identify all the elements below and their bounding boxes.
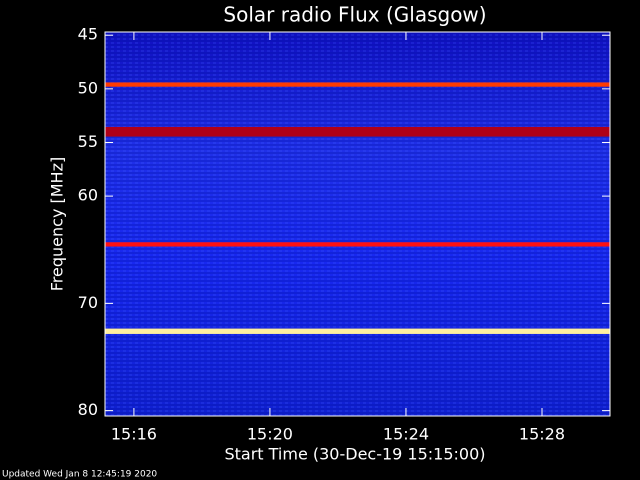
x-tick-label: 15:28	[519, 425, 565, 444]
y-axis-label: Frequency [MHz]	[48, 157, 67, 291]
frequency-band	[105, 242, 610, 247]
y-tick-label: 55	[78, 132, 98, 151]
footer: Updated Wed Jan 8 12:45:19 2020	[2, 470, 157, 480]
y-tick-label: 80	[78, 400, 98, 419]
x-axis-label: Start Time (30-Dec-19 15:15:00)	[224, 445, 485, 464]
y-tick-label: 60	[78, 186, 98, 205]
y-tick-label: 50	[78, 78, 98, 97]
chart-title: Solar radio Flux (Glasgow)	[223, 3, 486, 27]
frequency-band	[105, 126, 610, 137]
x-tick-label: 15:24	[383, 425, 429, 444]
x-tick-label: 15:20	[247, 425, 293, 444]
frequency-band	[105, 82, 610, 87]
y-tick-label: 45	[78, 25, 98, 44]
plot-frame	[104, 31, 611, 417]
frequency-band	[105, 328, 610, 334]
spectrogram-texture	[105, 32, 610, 416]
x-tick-label: 15:16	[111, 425, 157, 444]
y-tick-label: 70	[78, 293, 98, 312]
